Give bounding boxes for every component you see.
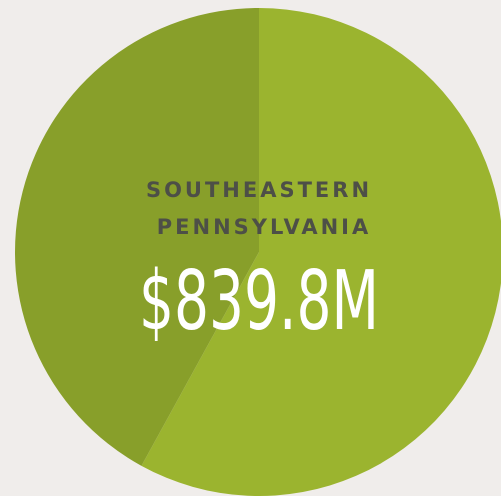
title-line: PENNSYLVANIA: [157, 215, 371, 239]
pie-slice: [15, 7, 260, 466]
title-line: SOUTHEASTERN: [146, 178, 372, 202]
annotation: $839.8M: [139, 254, 379, 349]
pie-slice: [141, 8, 501, 496]
pie: [15, 7, 501, 496]
